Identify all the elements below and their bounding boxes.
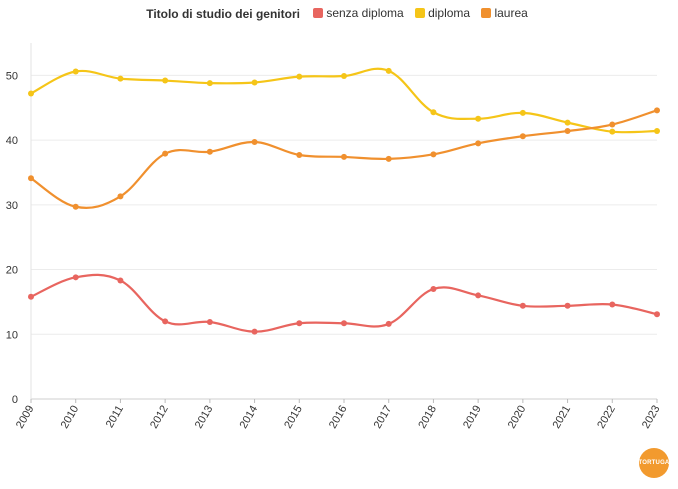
y-tick-label: 20	[6, 265, 18, 277]
y-tick-label: 30	[6, 200, 18, 212]
x-tick-label: 2019	[461, 404, 484, 431]
data-point-laurea[interactable]	[475, 140, 482, 147]
legend-title: Titolo di studio dei genitori	[146, 7, 300, 21]
legend-label-diploma: diploma	[428, 6, 471, 20]
legend-swatch-diploma	[415, 8, 426, 18]
tortuga-logo: TORTUGA	[639, 448, 669, 478]
x-tick-label: 2020	[506, 404, 529, 431]
data-point-senza-diploma[interactable]	[385, 320, 392, 327]
legend: Titolo di studio dei genitori senza dipl…	[0, 6, 678, 21]
data-point-laurea[interactable]	[162, 150, 169, 157]
data-point-laurea[interactable]	[430, 151, 437, 158]
data-point-diploma[interactable]	[28, 90, 34, 97]
legend-label-laurea: laurea	[494, 6, 528, 20]
grid	[31, 74, 657, 400]
y-tick-label: 40	[6, 135, 18, 147]
series-laurea	[28, 107, 660, 210]
data-point-diploma[interactable]	[72, 68, 79, 75]
data-point-senza-diploma[interactable]	[117, 277, 124, 284]
data-point-laurea[interactable]	[654, 107, 660, 114]
legend-swatch-senza-diploma	[313, 8, 324, 18]
data-point-diploma[interactable]	[654, 128, 660, 135]
data-point-senza-diploma[interactable]	[564, 302, 571, 309]
data-point-diploma[interactable]	[564, 119, 571, 126]
series-diploma	[28, 67, 660, 135]
series-senza-diploma	[28, 273, 660, 335]
y-tick-label: 50	[6, 70, 18, 82]
data-point-diploma[interactable]	[341, 73, 347, 80]
data-point-senza-diploma[interactable]	[206, 318, 213, 325]
legend-label-senza-diploma: senza diploma	[326, 6, 404, 20]
data-point-diploma[interactable]	[475, 115, 482, 122]
series-layer	[28, 67, 660, 335]
x-tick-label: 2016	[327, 404, 350, 431]
x-tick-label: 2012	[148, 404, 171, 431]
data-point-senza-diploma[interactable]	[296, 320, 303, 327]
data-point-diploma[interactable]	[609, 128, 616, 135]
axes: 0 10 20 30 40 50 2009 2010 2011 2012 2013 2014 2015 2…	[6, 43, 663, 431]
data-point-senza-diploma[interactable]	[72, 274, 79, 281]
data-point-laurea[interactable]	[385, 155, 392, 162]
data-point-diploma[interactable]	[162, 77, 169, 84]
x-tick-label: 2010	[59, 404, 82, 431]
x-tick-label: 2013	[193, 404, 216, 431]
data-point-diploma[interactable]	[430, 109, 437, 116]
data-point-diploma[interactable]	[206, 80, 213, 87]
data-point-laurea[interactable]	[564, 128, 571, 135]
legend-item-laurea[interactable]: laurea	[481, 6, 528, 20]
data-point-diploma[interactable]	[385, 67, 392, 74]
data-point-senza-diploma[interactable]	[654, 311, 660, 318]
data-point-senza-diploma[interactable]	[28, 293, 34, 300]
data-point-senza-diploma[interactable]	[430, 285, 437, 292]
x-tick-label: 2011	[104, 404, 126, 430]
data-point-diploma[interactable]	[296, 73, 303, 80]
x-tick-label: 2018	[416, 404, 439, 431]
x-tick-label: 2023	[640, 404, 663, 431]
x-tick-label: 2015	[282, 404, 305, 431]
data-point-senza-diploma[interactable]	[609, 301, 616, 308]
data-point-diploma[interactable]	[117, 75, 124, 82]
data-point-laurea[interactable]	[206, 148, 213, 155]
data-point-laurea[interactable]	[519, 133, 526, 140]
x-tick-label: 2014	[238, 404, 261, 431]
data-point-laurea[interactable]	[296, 151, 303, 158]
data-point-senza-diploma[interactable]	[341, 320, 347, 327]
x-tick-label: 2017	[372, 404, 395, 431]
legend-item-senza-diploma[interactable]: senza diploma	[313, 6, 404, 20]
data-point-laurea[interactable]	[28, 175, 34, 182]
data-point-laurea[interactable]	[341, 153, 347, 160]
data-point-senza-diploma[interactable]	[162, 318, 169, 325]
data-point-laurea[interactable]	[609, 121, 616, 128]
data-point-diploma[interactable]	[519, 109, 526, 116]
data-point-senza-diploma[interactable]	[251, 328, 258, 335]
data-point-laurea[interactable]	[117, 193, 124, 200]
data-point-laurea[interactable]	[72, 203, 79, 210]
y-tick-label: 0	[12, 394, 18, 406]
x-tick-label: 2009	[14, 404, 37, 431]
x-tick-label: 2021	[551, 404, 574, 431]
data-point-senza-diploma[interactable]	[475, 292, 482, 299]
data-point-laurea[interactable]	[251, 139, 258, 146]
data-point-diploma[interactable]	[251, 79, 258, 86]
legend-swatch-laurea	[481, 8, 492, 18]
y-tick-label: 10	[6, 329, 18, 341]
x-tick-label: 2022	[595, 404, 618, 431]
legend-item-diploma[interactable]: diploma	[415, 6, 470, 20]
data-point-senza-diploma[interactable]	[519, 302, 526, 309]
